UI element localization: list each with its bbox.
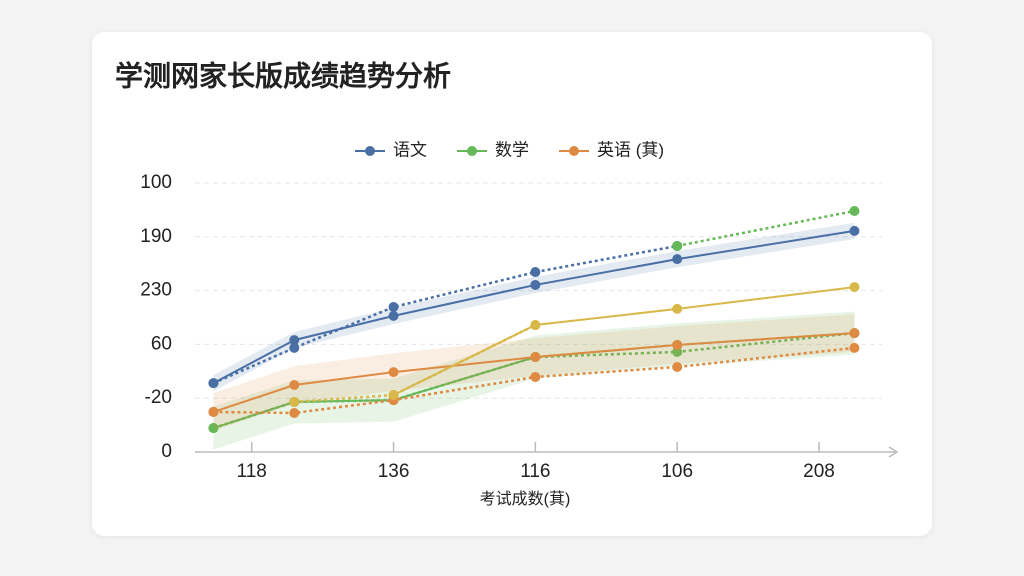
point [849,205,860,216]
y-tick-label: -20 [145,387,172,408]
x-tick-label: 106 [661,461,693,482]
chart-title: 学测网家长版成绩趋势分析 [115,59,451,91]
legend-marker [569,146,579,156]
point [672,361,683,372]
legend-marker [467,146,477,156]
line [393,286,855,396]
point [208,423,219,434]
point [388,367,399,378]
y-tick-label: 100 [140,172,172,193]
point [672,254,683,265]
y-tick-label: 0 [161,441,172,462]
x-axis-label: 考试成数(萁) [480,490,571,508]
point [208,378,219,389]
y-tick-label: 60 [151,333,172,354]
dashed-line [676,209,855,248]
point [388,302,399,313]
x-tick-label: 208 [803,461,835,482]
dashed-line [213,331,855,430]
y-tick-label: 190 [140,226,172,247]
x-axis-arrow [888,446,899,458]
line [212,229,855,385]
point [289,342,300,353]
point [672,346,683,357]
point [530,352,541,363]
point [530,279,541,290]
point [289,407,300,418]
legend-label: 语文 [393,140,427,159]
point [289,335,300,346]
confidence-band [213,222,855,392]
y-tick-label: 230 [140,280,172,301]
point [849,342,860,353]
confidence-band [213,311,855,450]
dashed-line [213,346,855,415]
line [213,332,855,413]
legend-label: 数学 [495,140,529,159]
point [208,406,219,417]
point [388,389,399,400]
x-tick-label: 136 [378,461,410,482]
point [289,396,300,407]
dashed-line [294,323,536,404]
point [289,380,300,391]
point [849,328,860,339]
point [672,303,683,314]
point [849,225,860,236]
legend-marker [365,146,375,156]
point [672,339,683,350]
point [530,371,541,382]
point [388,310,399,321]
point [530,320,541,331]
legend-label: 英语 (萁) [597,140,664,159]
point [849,282,860,293]
point [672,240,683,251]
x-tick-label: 116 [520,461,550,482]
point [530,267,541,278]
x-tick-label: 118 [237,461,267,482]
